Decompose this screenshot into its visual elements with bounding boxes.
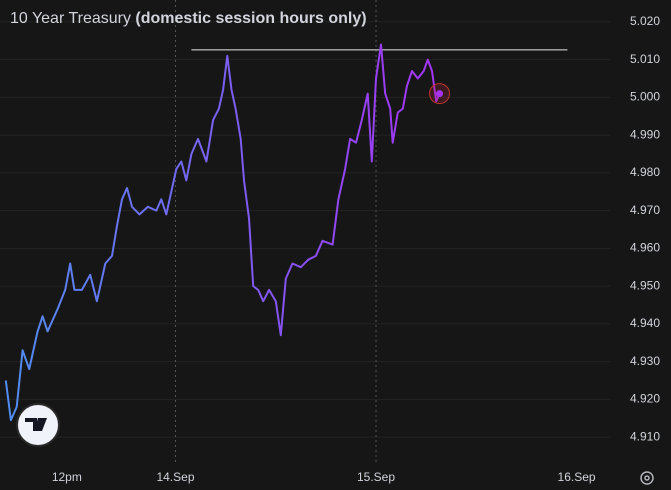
y-tick-label: 4.920 <box>630 392 660 406</box>
x-tick-label: 14.Sep <box>156 470 194 484</box>
y-tick-label: 4.950 <box>630 278 660 292</box>
x-tick-label: 12pm <box>52 470 82 484</box>
y-tick-label: 5.020 <box>630 14 660 28</box>
y-tick-label: 5.010 <box>630 52 660 66</box>
x-tick-label: 15.Sep <box>357 470 395 484</box>
price-line <box>4 43 441 422</box>
y-tick-label: 5.000 <box>630 90 660 104</box>
y-tick-label: 4.970 <box>630 203 660 217</box>
plot-area <box>0 0 610 462</box>
y-tick-label: 4.910 <box>630 429 660 443</box>
chart-title: 10 Year Treasury (domestic session hours… <box>10 10 367 27</box>
tradingview-logo <box>16 403 60 447</box>
y-tick-label: 4.930 <box>630 354 660 368</box>
y-tick-label: 4.940 <box>630 316 660 330</box>
x-tick-label: 16.Sep <box>558 470 596 484</box>
title-main: 10 Year Treasury <box>10 10 131 27</box>
title-note: (domestic session hours only) <box>135 10 366 27</box>
last-point <box>436 90 444 98</box>
y-tick-label: 4.990 <box>630 127 660 141</box>
y-tick-label: 4.980 <box>630 165 660 179</box>
settings-icon[interactable] <box>640 471 654 485</box>
y-tick-label: 4.960 <box>630 241 660 255</box>
